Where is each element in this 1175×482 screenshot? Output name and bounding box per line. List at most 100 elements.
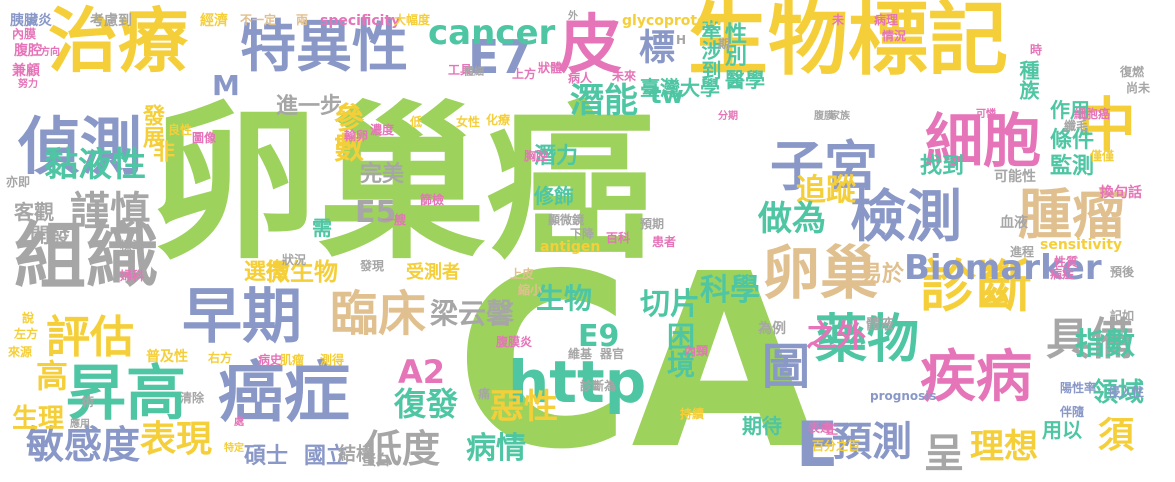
cloud-word: 清除 [180, 391, 205, 405]
cloud-word: 結構 [338, 444, 374, 465]
cloud-word: 僅僅 [1090, 149, 1115, 163]
cloud-word: 為例 [758, 321, 786, 337]
cloud-word: 藥物 [815, 310, 920, 370]
cloud-word: 狀體 [538, 61, 563, 75]
cloud-word: 病理 [874, 13, 899, 27]
cloud-word: 可憐 [976, 109, 996, 120]
cloud-word: 早期 [182, 282, 302, 352]
cloud-word: 百科 [606, 231, 631, 245]
cloud-word: 持續 [680, 407, 705, 421]
cloud-word: 選擇 [244, 260, 289, 285]
cloud-word: 進程 [1010, 245, 1035, 259]
cloud-word: sensitivity [1040, 237, 1123, 253]
cloud-word: 梁云馨 [430, 297, 515, 330]
cloud-word: 性質 [1054, 255, 1079, 269]
cloud-word: 體細 [464, 67, 484, 78]
cloud-word: 昇高 [66, 359, 186, 429]
cloud-word: 血液 [1000, 215, 1028, 231]
cloud-word: 上方 [512, 67, 537, 81]
cloud-word: 纖毛 [1064, 119, 1089, 133]
cloud-word: 預測 [832, 419, 912, 465]
cloud-word: 來源 [8, 345, 33, 359]
cloud-word: E5 [355, 195, 397, 230]
cloud-word: 卵巢 [762, 239, 879, 307]
cloud-word: 子宮 [770, 135, 878, 198]
cloud-word: 肌瘤 [280, 353, 305, 367]
cloud-word: Biomarker [904, 248, 1102, 288]
cloud-word: 可能性 [994, 169, 1036, 185]
cloud-word: H [676, 33, 687, 47]
cloud-word: M [212, 69, 240, 102]
cloud-word: 普及性 [146, 349, 188, 365]
cloud-word: 臨床 [330, 286, 427, 342]
cloud-word: 修飾 [534, 184, 574, 208]
cloud-word: 之外 [806, 319, 866, 354]
cloud-word: 科學 [700, 273, 760, 308]
cloud-word: 生物標記 [688, 0, 1008, 86]
cloud-word: 良性 [168, 123, 193, 137]
cloud-word: 內頸 [684, 344, 709, 358]
cloud-word: E9 [578, 319, 620, 354]
cloud-word: 尚未 [1126, 81, 1151, 95]
cloud-word: 左方 [14, 327, 39, 341]
cloud-word: 評估 [46, 312, 134, 363]
cloud-word: 潛能 [570, 81, 638, 121]
cloud-word: 黏液性 [44, 145, 146, 185]
cloud-word: 病症 [1050, 267, 1075, 281]
cloud-word: 找到 [920, 154, 965, 179]
cloud-word: 性別 [721, 22, 746, 66]
cloud-word: 未來 [612, 69, 637, 83]
cloud-word: 百分之百 [812, 439, 861, 453]
cloud-word: 低 [410, 115, 423, 129]
cloud-word: 病情 [466, 431, 526, 466]
cloud-word: 須 [1098, 415, 1135, 456]
cloud-word: 檢測 [850, 185, 962, 250]
cloud-word: 顯微鏡 [548, 213, 585, 227]
cloud-word: 女性 [456, 115, 481, 129]
cloud-word: 圖像 [192, 131, 217, 145]
cloud-word: 預期 [640, 217, 665, 231]
cloud-word: 中 [1078, 91, 1137, 159]
cloud-word: 正 [826, 423, 839, 437]
cloud-word: 器官 [600, 347, 625, 361]
cloud-word: 特定 [224, 443, 244, 454]
cloud-word: 作用 [1050, 98, 1090, 122]
cloud-word: 非 [149, 140, 174, 162]
cloud-word: 體液 [866, 317, 894, 333]
cloud-word: 上皮 [510, 267, 535, 281]
cloud-word: 期 [718, 37, 731, 51]
cloud-word: 切片 [640, 287, 700, 322]
cloud-word: 病人 [568, 71, 593, 85]
cloud-word: 時 [1030, 43, 1043, 57]
cloud-word: CA [455, 222, 817, 482]
cloud-word: 進一步 [276, 94, 343, 119]
cloud-word: 腫瘤 [1018, 183, 1126, 246]
cloud-word: 受測者 [406, 262, 460, 283]
cloud-word: 表達 [808, 421, 833, 435]
cloud-word: 化療 [486, 113, 511, 127]
cloud-word: 患者 [652, 235, 677, 249]
cloud-word: 開發 [30, 223, 70, 247]
cloud-word: 測得 [320, 353, 345, 367]
cloud-word: 偵測 [18, 110, 143, 183]
cloud-word: E [796, 408, 839, 481]
cloud-word: glycoprotein [622, 13, 722, 29]
cloud-word: 濃度 [370, 123, 395, 137]
cloud-word: 高 [36, 357, 69, 395]
cloud-word: 易於 [860, 262, 905, 287]
cloud-word: 癌症 [218, 354, 350, 431]
cloud-word: 生物 [536, 282, 593, 315]
cloud-word: 皮 [558, 9, 622, 83]
cloud-word: 縮小 [518, 283, 543, 297]
cloud-word: 大幅度 [394, 13, 431, 27]
cloud-word: 經濟 [200, 13, 228, 29]
cloud-word: A2 [398, 353, 446, 391]
cloud-word: 惡性 [490, 387, 558, 427]
cloud-word: 表現 [140, 419, 213, 460]
cloud-word: 追蹤 [796, 173, 856, 208]
cloud-word: 內膜 [12, 27, 37, 41]
cloud-word: 特異性 [240, 15, 408, 80]
cloud-word: 診斷 [920, 255, 1032, 320]
cloud-word: 說 [22, 311, 35, 325]
